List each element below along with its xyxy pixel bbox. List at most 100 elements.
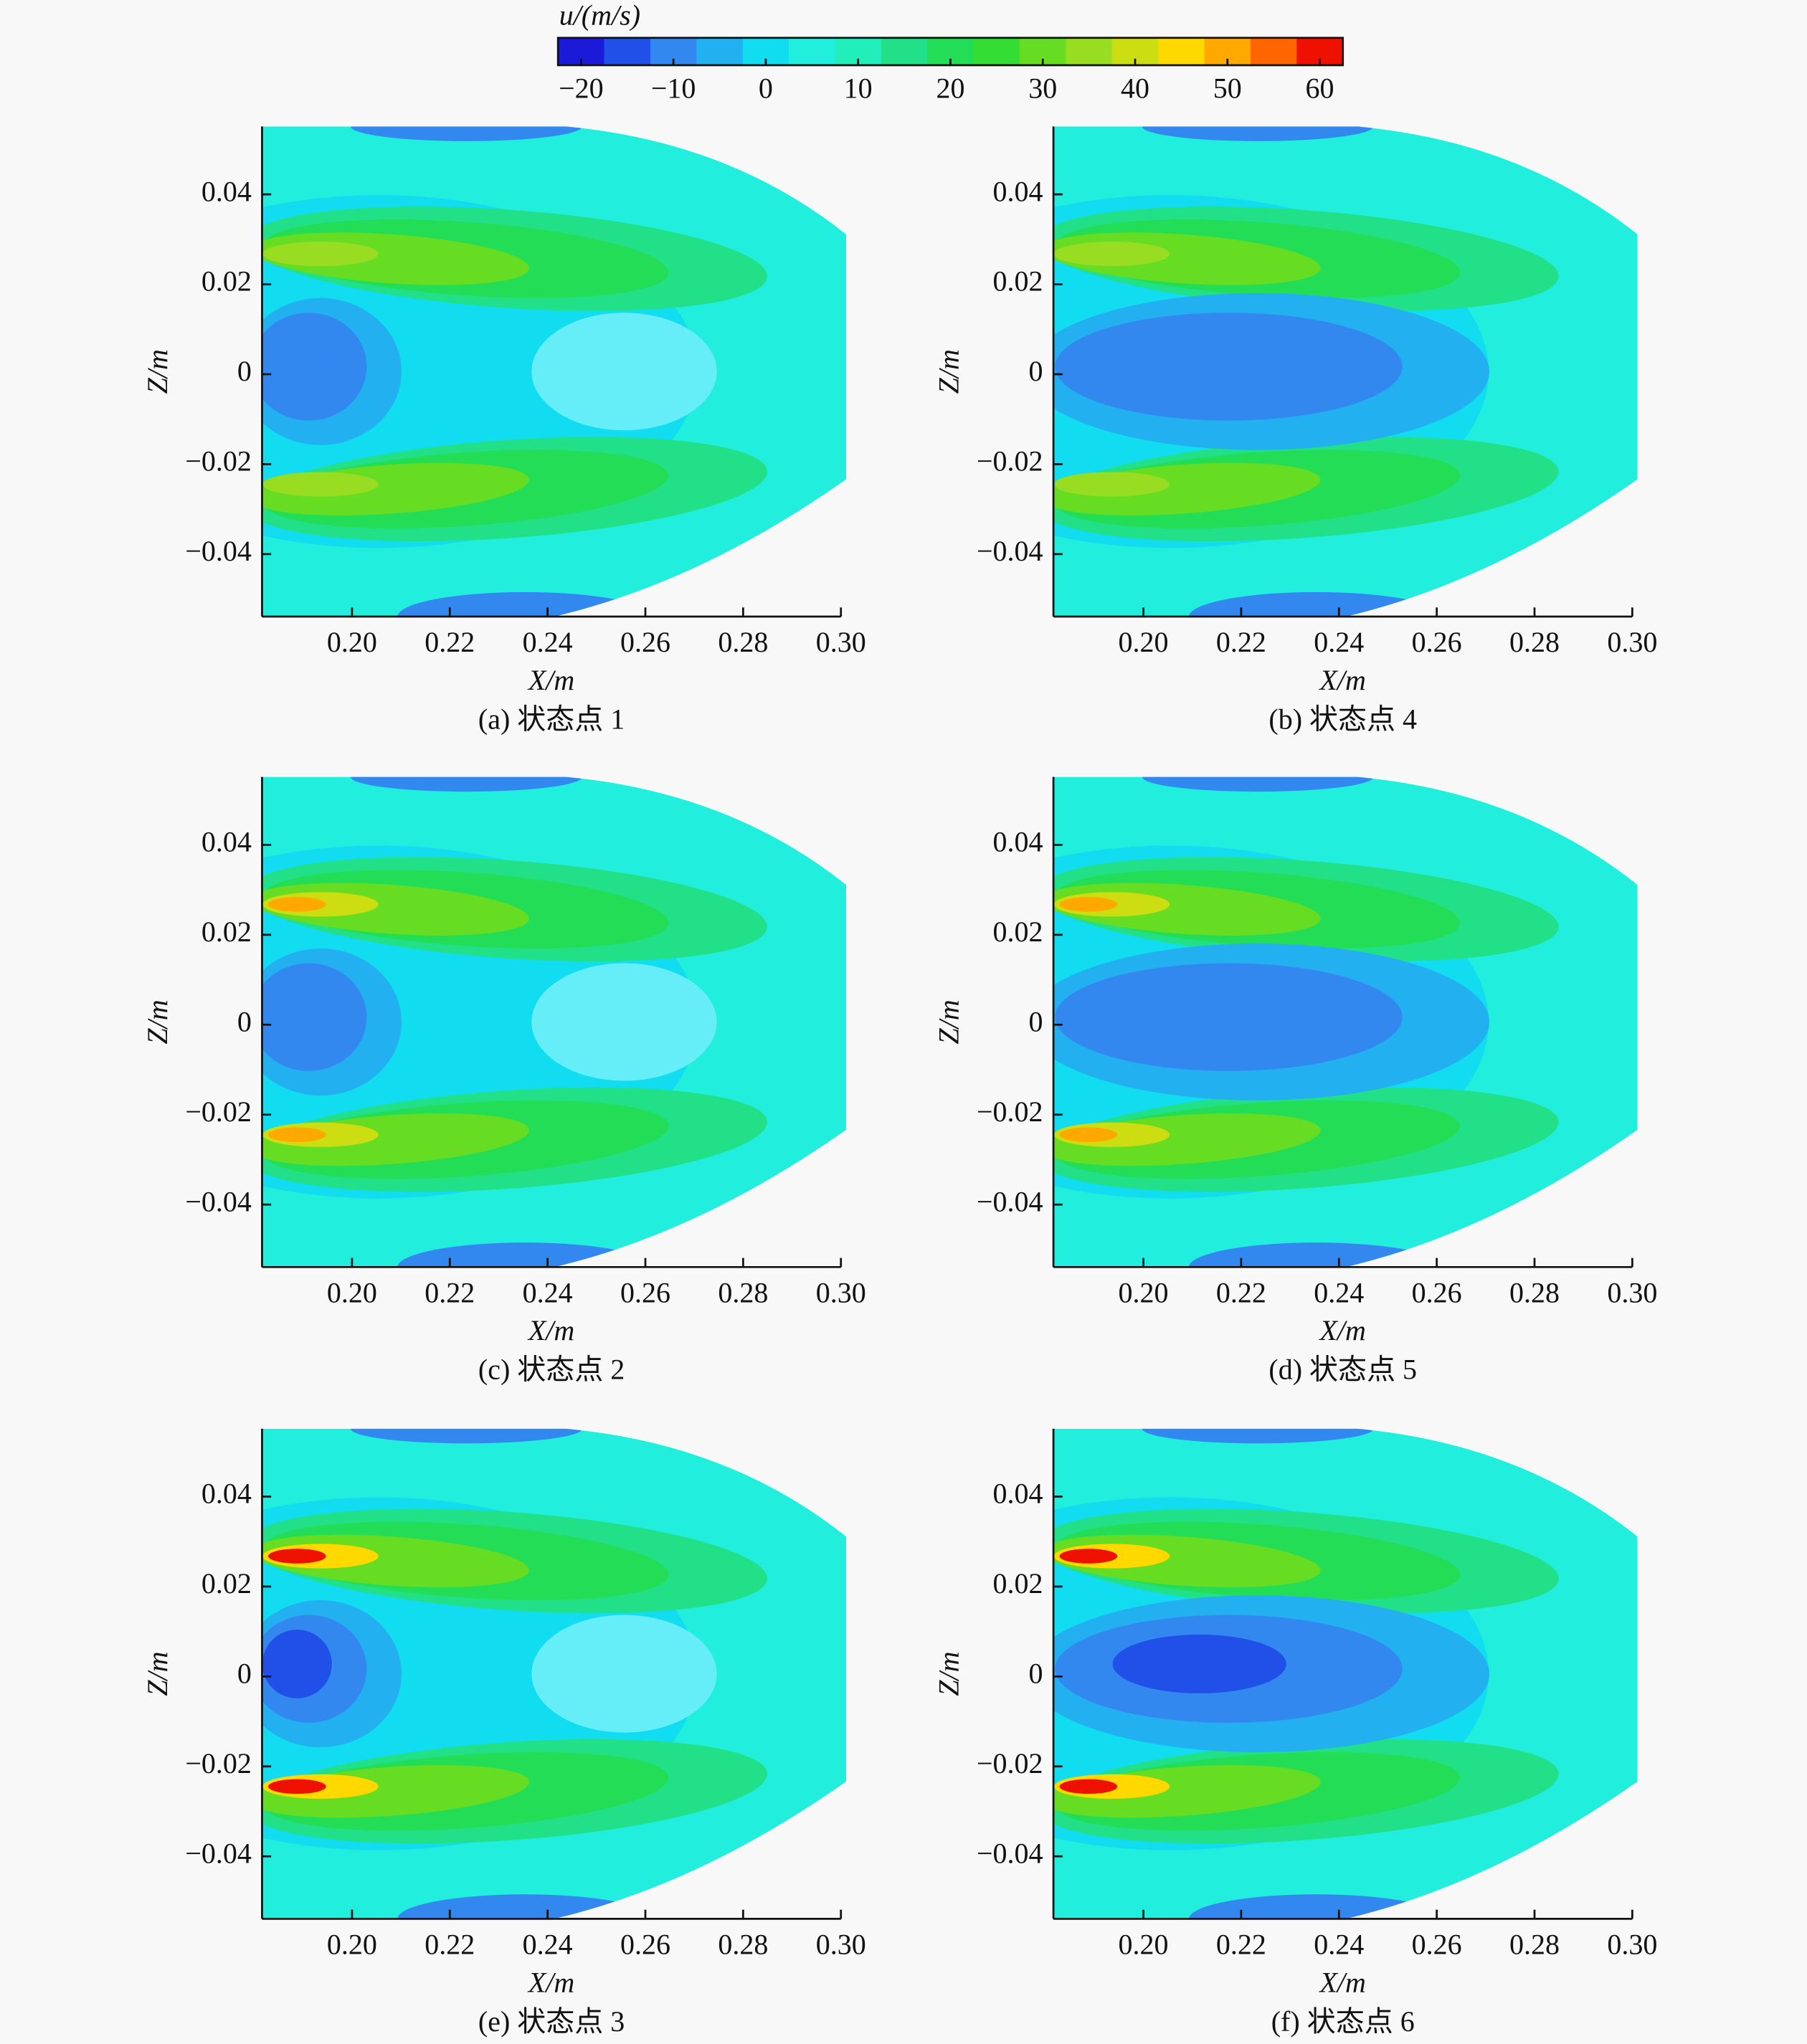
y-tick-label: −0.02: [185, 1747, 252, 1779]
y-tick-label: 0.02: [993, 916, 1043, 948]
y-tick-label: 0: [237, 355, 252, 387]
x-tick-label: 0.22: [1216, 626, 1266, 658]
jet-core: [267, 1549, 326, 1564]
x-tick-label: 0.30: [816, 1929, 866, 1961]
y-tick-label: 0.04: [201, 1478, 252, 1510]
colorbar-tick-label: 0: [759, 72, 773, 104]
caption: (e) 状态点 3: [478, 2005, 625, 2038]
x-tick-label: 0.30: [816, 626, 866, 658]
contour-field: [1053, 1428, 1638, 1919]
jet-core: [1059, 897, 1118, 912]
x-tick-label: 0.30: [1607, 1276, 1657, 1308]
jet-core: [1053, 242, 1170, 267]
edge-blue: [351, 126, 583, 141]
x-axis-label: X/m: [1319, 664, 1366, 696]
x-axis-label: X/m: [527, 1314, 574, 1346]
x-tick-label: 0.20: [1119, 1276, 1169, 1308]
y-tick-label: 0.02: [993, 1567, 1043, 1599]
y-axis-label: Z/m: [932, 1651, 964, 1696]
x-tick-label: 0.22: [425, 1276, 475, 1308]
colorbar-swatch: [1250, 37, 1297, 65]
y-tick-label: −0.04: [977, 1837, 1043, 1869]
colorbar-tick-label: −20: [559, 72, 604, 104]
caption: (b) 状态点 4: [1268, 703, 1417, 735]
y-tick-label: 0: [1029, 1005, 1043, 1037]
recirculation: [262, 327, 332, 396]
x-axis-label: X/m: [527, 664, 574, 696]
colorbar-swatch: [1066, 37, 1113, 65]
x-tick-label: 0.26: [1412, 626, 1462, 658]
colorbar-tick-label: 40: [1121, 72, 1149, 104]
recirculation: [1112, 1634, 1286, 1693]
caption: (f) 状态点 6: [1271, 2005, 1415, 2038]
colorbar-tick-label: 50: [1213, 72, 1242, 104]
caption: (c) 状态点 2: [478, 1354, 625, 1386]
y-tick-label: 0.02: [201, 916, 252, 948]
x-tick-label: 0.28: [718, 626, 768, 658]
x-tick-label: 0.20: [1119, 1929, 1169, 1961]
edge-blue: [1189, 591, 1444, 617]
x-tick-label: 0.20: [327, 1929, 377, 1961]
jet-core: [262, 242, 379, 267]
x-tick-label: 0.28: [1509, 1276, 1560, 1308]
colorbar-tick-label: 60: [1306, 72, 1334, 104]
edge-blue: [1142, 776, 1374, 792]
x-tick-label: 0.24: [1314, 1929, 1364, 1961]
y-tick-label: 0.04: [993, 1478, 1043, 1510]
colorbar-tick-label: 30: [1028, 72, 1057, 104]
y-tick-label: −0.04: [185, 1185, 252, 1217]
y-tick-label: 0: [1029, 355, 1043, 387]
x-tick-label: 0.30: [1607, 626, 1657, 658]
colorbar-swatch: [973, 37, 1020, 65]
x-tick-label: 0.20: [1119, 626, 1169, 658]
colorbar-swatch: [789, 37, 836, 65]
y-axis-label: Z/m: [932, 999, 964, 1044]
edge-blue: [397, 1242, 653, 1268]
y-tick-label: −0.02: [977, 445, 1043, 477]
y-tick-label: 0.02: [201, 265, 252, 298]
x-tick-label: 0.28: [718, 1276, 768, 1308]
y-tick-label: −0.02: [977, 1095, 1043, 1128]
y-tick-label: 0.02: [993, 265, 1043, 298]
x-tick-label: 0.26: [620, 1929, 670, 1961]
jet-core: [1059, 1779, 1118, 1795]
x-tick-label: 0.26: [620, 626, 670, 658]
y-tick-label: 0: [237, 1658, 252, 1690]
x-tick-label: 0.22: [1216, 1929, 1266, 1961]
x-tick-label: 0.20: [327, 626, 377, 658]
y-axis-label: Z/m: [141, 1651, 174, 1696]
x-tick-label: 0.22: [425, 626, 475, 658]
y-tick-label: 0.04: [993, 175, 1043, 207]
x-tick-label: 0.28: [1509, 626, 1560, 658]
colorbar-swatch: [604, 37, 651, 65]
contour-field: [262, 126, 846, 617]
jet-core: [1059, 1549, 1118, 1564]
recirculation: [1112, 332, 1286, 391]
recirculation: [262, 1630, 332, 1698]
x-axis-label: X/m: [527, 1966, 574, 1998]
x-tick-label: 0.30: [816, 1276, 866, 1308]
jet-core: [1053, 472, 1170, 497]
colorbar-label: u/(m/s): [559, 0, 640, 32]
y-axis-label: Z/m: [141, 999, 174, 1044]
y-axis-label: Z/m: [932, 349, 964, 394]
jet-core: [267, 1779, 326, 1795]
caption: (a) 状态点 1: [478, 703, 625, 735]
y-tick-label: −0.04: [185, 535, 252, 567]
x-tick-label: 0.22: [425, 1929, 475, 1961]
contour-field: [1053, 126, 1638, 617]
jet-core: [262, 472, 379, 497]
colorbar-swatch: [881, 37, 928, 65]
recirculation: [1112, 982, 1286, 1042]
x-tick-label: 0.24: [1314, 1276, 1364, 1308]
x-tick-label: 0.24: [1314, 626, 1364, 658]
colorbar-swatch: [696, 37, 744, 65]
recirculation: [262, 977, 332, 1047]
y-tick-label: −0.04: [185, 1837, 252, 1869]
edge-blue: [351, 1428, 583, 1444]
y-tick-label: 0.04: [201, 175, 252, 207]
caption: (d) 状态点 5: [1268, 1354, 1417, 1386]
y-axis-label: Z/m: [141, 349, 174, 394]
x-tick-label: 0.30: [1607, 1929, 1657, 1961]
y-tick-label: 0.04: [993, 826, 1043, 858]
